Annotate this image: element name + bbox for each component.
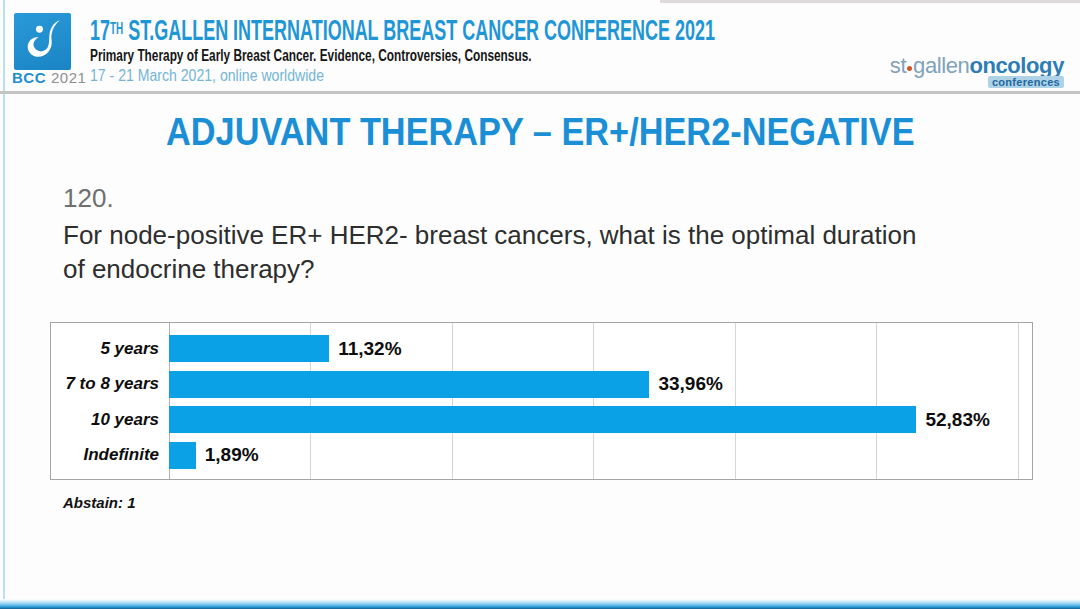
value-label: 33,96%: [658, 373, 722, 395]
page-title: ADJUVANT THERAPY – ER+/HER2-NEGATIVE: [0, 110, 1080, 154]
org-logo-city: st: [890, 53, 906, 78]
bcc-logo-icon: [14, 13, 71, 70]
org-logo-city2: gallen: [913, 53, 969, 78]
bar-area: 33,96%: [169, 371, 1032, 398]
value-label: 11,32%: [338, 338, 401, 360]
conference-title-number: 17: [90, 14, 110, 46]
slide-frame: BCC 2021 17TH ST.GALLEN INTERNATIONAL BRE…: [0, 0, 1080, 609]
top-edge-line: [660, 0, 1080, 3]
category-label: 5 years: [51, 339, 169, 359]
chart-row: 10 years 52,83%: [51, 403, 1032, 436]
poll-bar-chart: 5 years 11,32% 7 to 8 years 33,96% 10 years 5…: [50, 322, 1033, 480]
abstain-note: Abstain: 1: [63, 494, 136, 511]
bcc-year: 2021: [51, 69, 86, 86]
conference-title-ordinal: TH: [110, 20, 123, 37]
category-label: 10 years: [51, 410, 169, 430]
conference-title-rest: ST.GALLEN INTERNATIONAL BREAST CANCER CO…: [123, 14, 715, 46]
conference-title: 17TH ST.GALLEN INTERNATIONAL BREAST CANC…: [90, 14, 715, 47]
category-label: 7 to 8 years: [51, 374, 169, 394]
org-logo-badge: conferences: [988, 76, 1064, 88]
bar: [169, 335, 329, 362]
org-logo-dot-icon: [907, 66, 912, 71]
question-text: For node-positive ER+ HER2- breast cance…: [63, 218, 943, 286]
bar-area: 1,89%: [169, 442, 1032, 469]
header-divider: [0, 91, 1080, 94]
bcc-acronym: BCC: [12, 69, 46, 86]
stgallen-oncology-logo: stgallenoncology conferences: [890, 53, 1064, 79]
bar: [169, 442, 196, 469]
value-label: 52,83%: [925, 409, 989, 431]
chart-row: 5 years 11,32%: [51, 332, 1032, 365]
bar-area: 11,32%: [169, 335, 1032, 362]
chart-row: 7 to 8 years 33,96%: [51, 368, 1032, 401]
org-logo-field: oncology: [969, 53, 1064, 78]
bar: [169, 406, 916, 433]
chart-rows: 5 years 11,32% 7 to 8 years 33,96% 10 years 5…: [51, 323, 1032, 479]
question-number: 120.: [63, 183, 114, 214]
bottom-blue-bar: [0, 599, 1080, 609]
conference-subtitle: Primary Therapy of Early Breast Cancer. …: [90, 47, 532, 65]
value-label: 1,89%: [205, 444, 259, 466]
chart-row: Indefinite 1,89%: [51, 439, 1032, 472]
bar-area: 52,83%: [169, 406, 1032, 433]
category-label: Indefinite: [51, 445, 169, 465]
bcc-logo-caption: BCC 2021: [12, 69, 102, 86]
drop-swoosh-icon: [14, 13, 71, 70]
bar: [169, 371, 649, 398]
conference-dates: 17 - 21 March 2021, online worldwide: [90, 67, 324, 85]
